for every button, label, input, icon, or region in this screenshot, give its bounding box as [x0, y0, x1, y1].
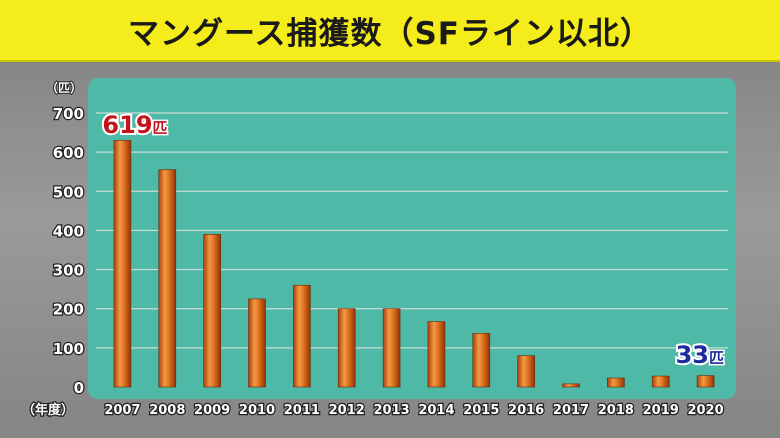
callout-unit: 匹 — [709, 349, 724, 367]
x-tick-label: 2017 — [553, 403, 589, 418]
bar-2011 — [293, 284, 311, 388]
y-tick-label: 300 — [53, 262, 84, 280]
bar-2007 — [113, 140, 132, 388]
x-tick-label: 2018 — [598, 403, 634, 418]
bar-2009 — [203, 234, 221, 388]
x-tick-label: 2020 — [687, 403, 723, 418]
latest-value-callout: 33匹 — [676, 341, 724, 369]
bar-2020 — [696, 375, 715, 388]
bar-2012 — [337, 308, 356, 388]
bar-2016 — [517, 355, 535, 388]
bar-2010 — [248, 298, 266, 388]
y-tick-label: 400 — [53, 222, 84, 240]
y-tick-label: 500 — [53, 183, 84, 201]
y-axis-unit-label: （匹） — [46, 80, 82, 95]
x-tick-label: 2009 — [194, 403, 230, 418]
bar-2017 — [562, 383, 580, 388]
x-tick-label: 2010 — [239, 403, 275, 418]
y-tick-label: 200 — [53, 301, 84, 319]
max-value-callout: 619匹 — [102, 111, 167, 139]
x-tick-label: 2011 — [284, 403, 320, 418]
y-tick-label: 700 — [53, 105, 84, 123]
bar-2018 — [607, 377, 625, 388]
title-bar: マングース捕獲数（SFライン以北） — [0, 0, 780, 62]
bar-2008 — [158, 169, 177, 388]
y-tick-label: 600 — [53, 144, 84, 162]
callout-value: 619 — [102, 111, 152, 139]
x-axis-unit-label: （年度） — [22, 402, 74, 418]
bar-2013 — [382, 308, 401, 388]
chart-title: マングース捕獲数（SFライン以北） — [128, 15, 652, 52]
x-tick-label: 2016 — [508, 403, 544, 418]
x-tick-label: 2013 — [373, 403, 409, 418]
x-tick-label: 2012 — [329, 403, 365, 418]
x-tick-label: 2019 — [643, 403, 679, 418]
x-tick-label: 2008 — [149, 403, 185, 418]
bar-2019 — [651, 375, 670, 388]
x-tick-label: 2014 — [418, 403, 454, 418]
y-tick-label: 0 — [74, 379, 84, 397]
y-tick-label: 100 — [53, 340, 84, 358]
callout-unit: 匹 — [153, 119, 168, 137]
plot-panel — [88, 78, 736, 399]
x-tick-label: 2015 — [463, 403, 499, 418]
bar-2014 — [427, 321, 446, 388]
callout-value: 33 — [676, 341, 709, 369]
x-tick-label: 2007 — [104, 403, 140, 418]
bar-2015 — [472, 333, 491, 388]
